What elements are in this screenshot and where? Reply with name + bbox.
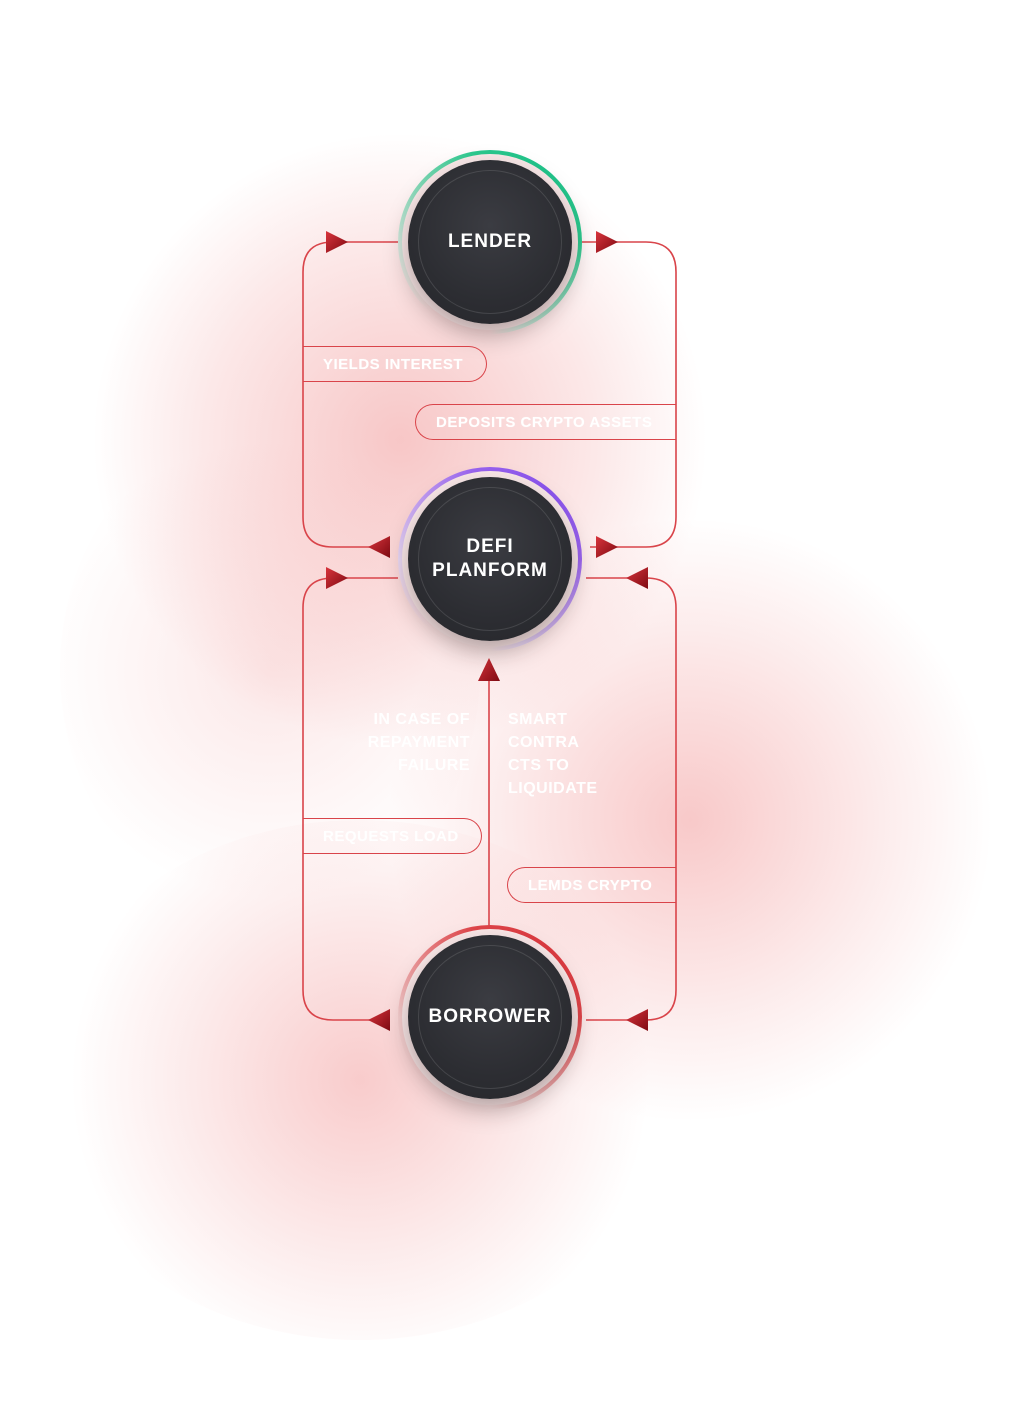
arrow-icon <box>326 231 348 253</box>
borrower-node: BORROWER <box>398 925 582 1109</box>
arrow-icon <box>368 1009 390 1031</box>
lender-label: LENDER <box>447 231 533 252</box>
defi-platform-label: DEFI PLANFORM <box>432 536 548 581</box>
defi-platform-node: DEFI PLANFORM <box>398 467 582 651</box>
deposits-crypto-label: DEPOSITS CRYPTO ASSETS <box>415 404 676 440</box>
arrow-icon <box>368 536 390 558</box>
flow-line-yields-interest <box>302 241 398 548</box>
requests-loan-label: REQUESTS LOAD <box>303 818 482 854</box>
flow-line-requests-loan <box>302 577 398 1021</box>
arrow-icon <box>326 567 348 589</box>
repayment-failure-note: IN CASE OF REPAYMENT FAILURE <box>367 711 470 774</box>
arrow-icon <box>626 567 648 589</box>
arrow-icon <box>596 536 618 558</box>
flow-line-deposits <box>582 241 677 548</box>
yields-interest-label: YIELDS INTEREST <box>303 346 487 382</box>
lender-node: LENDER <box>398 150 582 334</box>
smart-contracts-note: SMART CONTRA CTS TO LIQUIDATE <box>508 711 598 797</box>
arrow-icon <box>626 1009 648 1031</box>
arrow-icon <box>596 231 618 253</box>
flow-line-lends-crypto <box>586 577 677 1021</box>
borrower-label: BORROWER <box>428 1006 552 1027</box>
arrow-up-icon <box>478 658 500 681</box>
lends-crypto-label: LEMDS CRYPTO <box>507 867 676 903</box>
